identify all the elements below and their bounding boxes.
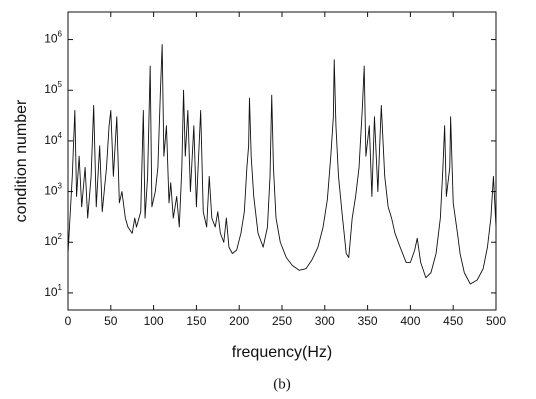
x-tick-label: 300	[315, 314, 335, 328]
x-tick-label: 100	[144, 314, 164, 328]
x-tick-label: 50	[104, 314, 118, 328]
y-tick-label: 104	[44, 131, 62, 147]
x-tick-label: 250	[272, 314, 292, 328]
x-tick-label: 150	[186, 314, 206, 328]
data-line	[67, 44, 497, 285]
y-tick-label: 106	[44, 30, 62, 46]
y-tick-label: 103	[44, 182, 62, 198]
x-tick-label: 500	[486, 314, 506, 328]
y-tick-label: 102	[44, 232, 62, 248]
plot-frame	[67, 11, 497, 311]
y-tick-label: 101	[44, 283, 62, 299]
x-axis-label: frequency(Hz)	[232, 344, 332, 361]
y-tick-label: 105	[44, 80, 62, 96]
x-tick-label: 200	[229, 314, 249, 328]
x-tick-label: 0	[65, 314, 72, 328]
caption: (b)	[273, 376, 291, 392]
y-axis-label: condition number	[13, 99, 30, 222]
x-tick-label: 450	[443, 314, 463, 328]
x-tick-label: 350	[358, 314, 378, 328]
x-tick-label: 400	[400, 314, 420, 328]
